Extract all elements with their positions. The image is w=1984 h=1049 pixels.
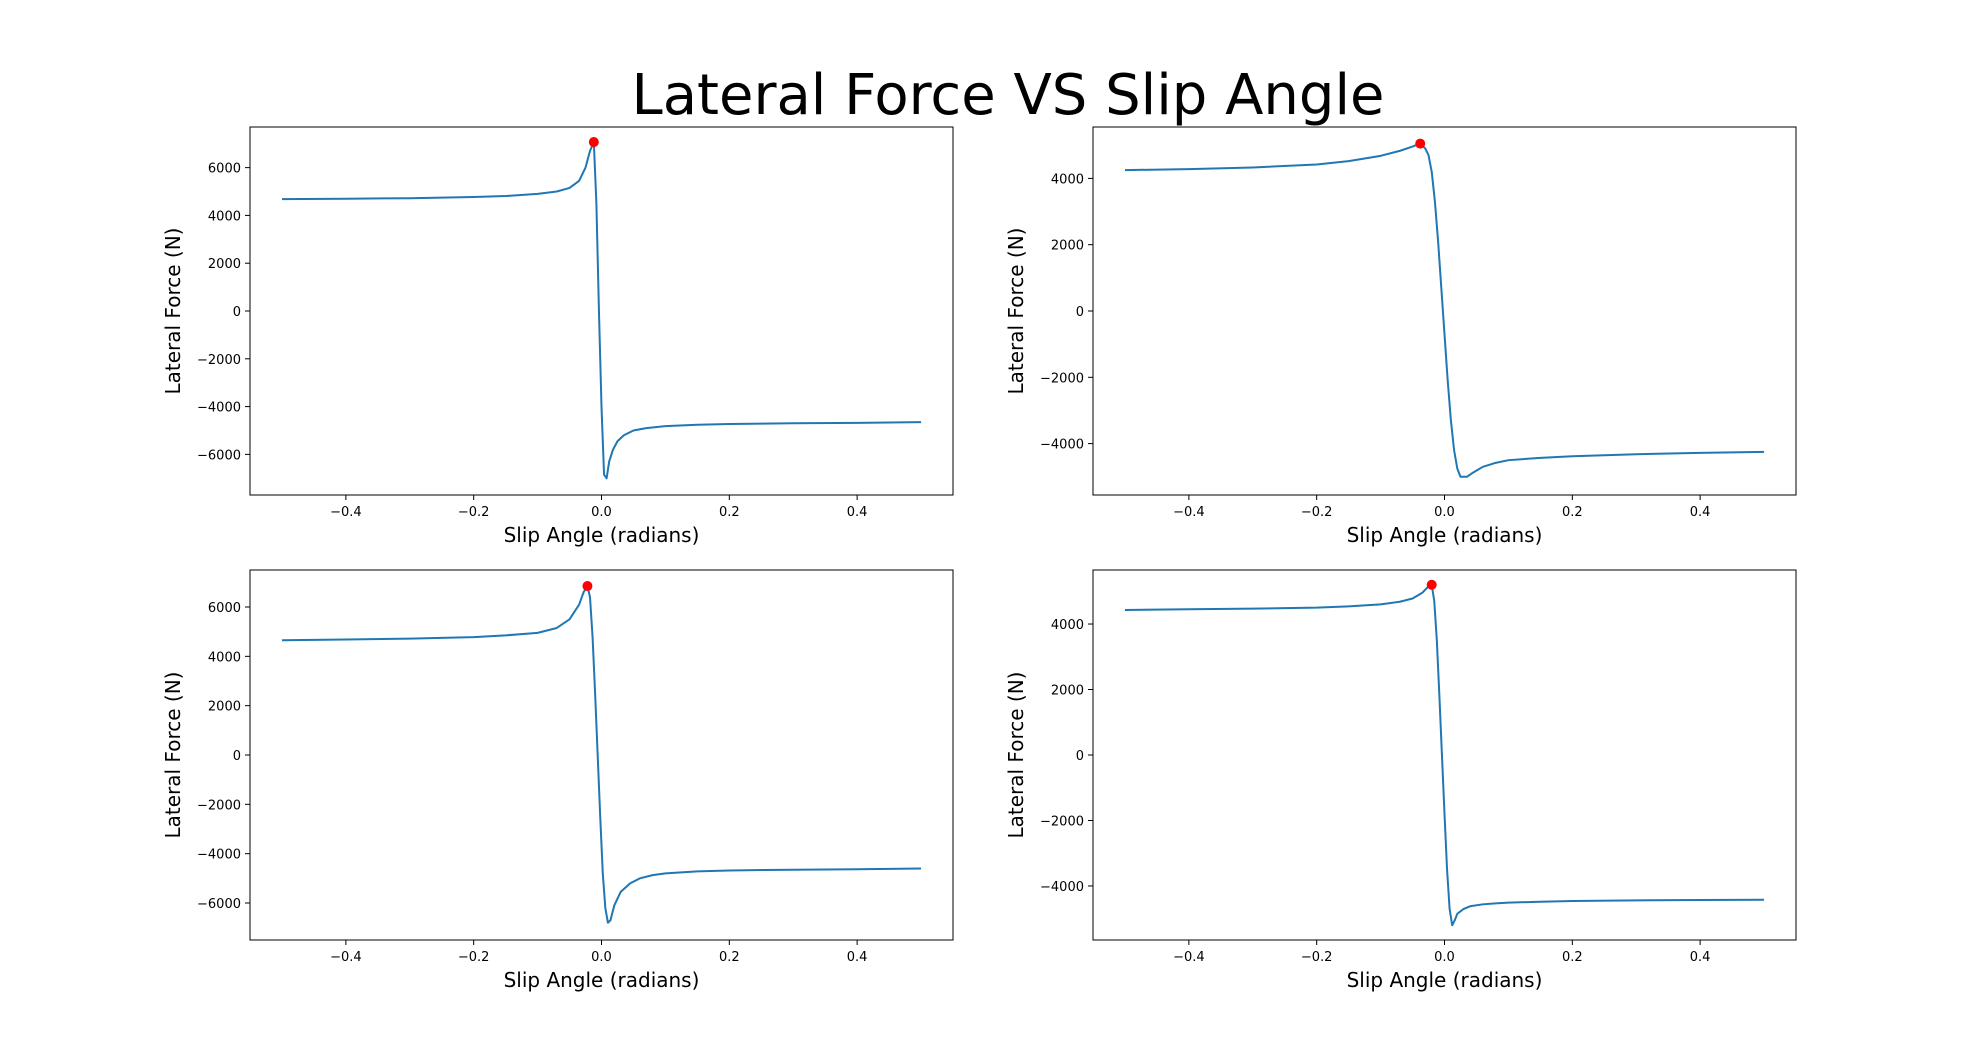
peak-marker — [588, 137, 599, 148]
y-tick-label: 6000 — [208, 162, 241, 177]
y-tick-label: 0 — [1076, 749, 1084, 764]
series-line — [1124, 142, 1765, 478]
x-tick-label: 0.0 — [591, 505, 612, 520]
y-tick-label: 2000 — [208, 257, 241, 272]
x-tick-label: −0.4 — [1173, 505, 1205, 520]
y-tick-label: −6000 — [197, 448, 241, 463]
y-tick-label: 2000 — [1051, 239, 1084, 254]
series-line — [1124, 583, 1765, 927]
x-axis-label: Slip Angle (radians) — [504, 968, 700, 992]
y-tick-label: 4000 — [208, 650, 241, 665]
x-tick-label: 0.0 — [1434, 505, 1455, 520]
y-tick-label: −4000 — [1040, 880, 1084, 895]
x-tick-label: 0.2 — [719, 950, 740, 965]
subplot-2: −0.4 −0.2 0.0 0.2 0.4 −4000 −2000 0 2000 4000 Slip… — [1004, 126, 1797, 547]
x-tick-label: 0.4 — [847, 950, 868, 965]
y-tick-label: −2000 — [197, 798, 241, 813]
y-tick-label: 6000 — [208, 601, 241, 616]
peak-marker — [1426, 579, 1437, 590]
x-tick-label: 0.0 — [591, 950, 612, 965]
subplot-3: −0.4 −0.2 0.0 0.2 0.4 −6000 −4000 −2000 0 2000 400… — [161, 569, 954, 992]
x-tick-label: −0.2 — [458, 505, 490, 520]
axes-frame — [249, 126, 954, 496]
x-tick-label: −0.2 — [1301, 950, 1333, 965]
y-tick-label: 2000 — [208, 700, 241, 715]
y-axis-label: Lateral Force (N) — [161, 228, 185, 395]
axes-frame — [1092, 569, 1797, 941]
x-tick-label: −0.2 — [458, 950, 490, 965]
y-tick-label: 4000 — [1051, 172, 1084, 187]
y-axis-label: Lateral Force (N) — [161, 672, 185, 839]
x-tick-label: −0.4 — [330, 505, 362, 520]
subplot-1: −0.4 −0.2 0.0 0.2 0.4 −6000 −4000 −2000 0 2000 400… — [161, 126, 954, 547]
y-tick-label: 0 — [233, 749, 241, 764]
axes-frame — [1092, 126, 1797, 496]
figure-title: Lateral Force VS Slip Angle — [632, 63, 1385, 128]
x-axis-label: Slip Angle (radians) — [504, 523, 700, 547]
y-tick-label: −4000 — [197, 401, 241, 416]
x-tick-label: 0.4 — [1690, 950, 1711, 965]
y-tick-label: −2000 — [197, 353, 241, 368]
y-tick-label: −2000 — [1040, 814, 1084, 829]
y-tick-label: 4000 — [1051, 618, 1084, 633]
y-axis-label: Lateral Force (N) — [1004, 672, 1028, 839]
subplot-4: −0.4 −0.2 0.0 0.2 0.4 −4000 −2000 0 2000 4000 Slip… — [1004, 569, 1797, 992]
y-tick-label: 2000 — [1051, 684, 1084, 699]
peak-marker — [1415, 138, 1426, 149]
x-tick-label: 0.2 — [719, 505, 740, 520]
y-tick-label: −4000 — [1040, 438, 1084, 453]
x-axis-label: Slip Angle (radians) — [1347, 523, 1543, 547]
y-tick-label: 0 — [1076, 305, 1084, 320]
y-tick-label: −2000 — [1040, 371, 1084, 386]
peak-marker — [582, 581, 593, 592]
x-tick-label: −0.2 — [1301, 505, 1333, 520]
y-tick-label: −4000 — [197, 848, 241, 863]
x-tick-label: 0.4 — [1690, 505, 1711, 520]
series-line — [281, 585, 922, 924]
axes-frame — [249, 569, 954, 941]
x-tick-label: 0.2 — [1562, 950, 1583, 965]
y-tick-label: −6000 — [197, 897, 241, 912]
x-axis-label: Slip Angle (radians) — [1347, 968, 1543, 992]
series-line — [281, 141, 922, 480]
x-tick-label: −0.4 — [330, 950, 362, 965]
y-tick-label: 0 — [233, 305, 241, 320]
x-tick-label: 0.0 — [1434, 950, 1455, 965]
y-tick-label: 4000 — [208, 209, 241, 224]
x-tick-label: 0.2 — [1562, 505, 1583, 520]
y-axis-label: Lateral Force (N) — [1004, 228, 1028, 395]
x-tick-label: −0.4 — [1173, 950, 1205, 965]
x-tick-label: 0.4 — [847, 505, 868, 520]
